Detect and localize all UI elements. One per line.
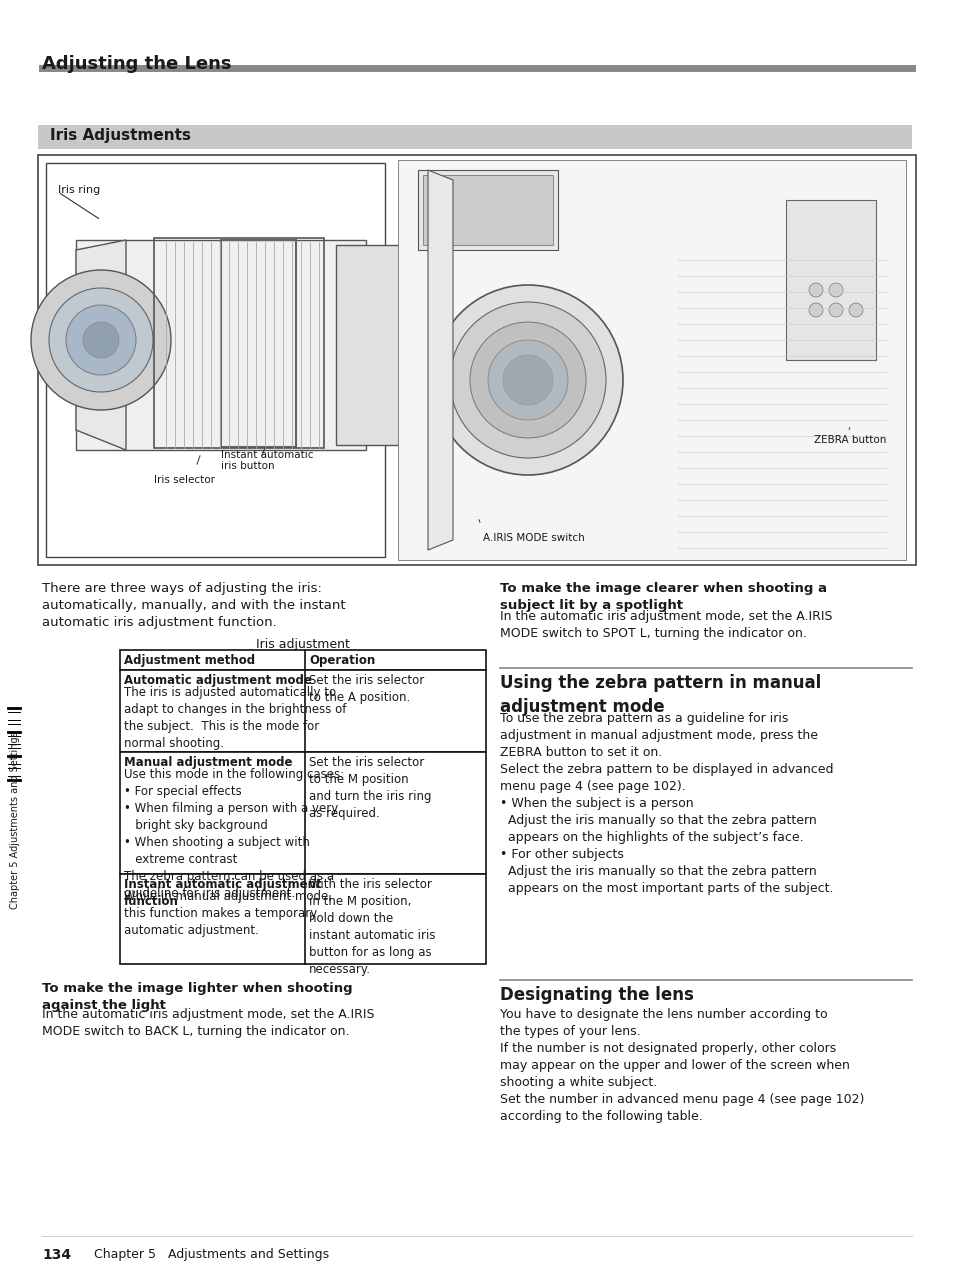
Text: Iris adjustment: Iris adjustment (255, 638, 350, 651)
Text: Using the zebra pattern in manual
adjustment mode: Using the zebra pattern in manual adjust… (499, 674, 821, 716)
Bar (38, 155, 915, 564)
Circle shape (433, 285, 622, 475)
Text: While in manual adjustment mode,
this function makes a temporary
automatic adjus: While in manual adjustment mode, this fu… (124, 891, 332, 936)
Circle shape (470, 322, 585, 438)
Text: With the iris selector
in the M position,
hold down the
instant automatic iris
b: With the iris selector in the M position… (309, 878, 435, 976)
Bar (422, 175, 553, 245)
Bar (417, 169, 558, 250)
Text: Automatic adjustment mode: Automatic adjustment mode (124, 674, 312, 687)
Text: iris button: iris button (221, 461, 274, 471)
Text: To make the image clearer when shooting a
subject lit by a spotlight: To make the image clearer when shooting … (499, 582, 826, 612)
Polygon shape (76, 240, 126, 450)
Text: To make the image lighter when shooting
against the light: To make the image lighter when shooting … (42, 982, 353, 1012)
Circle shape (808, 283, 822, 297)
Bar (120, 874, 485, 964)
Text: Set the iris selector
to the A position.: Set the iris selector to the A position. (309, 674, 424, 705)
Text: A.IRIS MODE switch: A.IRIS MODE switch (482, 533, 584, 543)
Bar (120, 752, 485, 874)
Circle shape (83, 322, 119, 358)
Text: In the automatic iris adjustment mode, set the A.IRIS
MODE switch to BACK L, tur: In the automatic iris adjustment mode, s… (42, 1008, 375, 1038)
Text: In the automatic iris adjustment mode, set the A.IRIS
MODE switch to SPOT L, tur: In the automatic iris adjustment mode, s… (499, 610, 832, 640)
Bar (76, 240, 366, 450)
Circle shape (828, 303, 842, 317)
Polygon shape (428, 169, 453, 550)
Circle shape (488, 340, 567, 420)
Text: To use the zebra pattern as a guideline for iris
adjustment in manual adjustment: To use the zebra pattern as a guideline … (499, 712, 833, 896)
Circle shape (30, 270, 171, 410)
Text: There are three ways of adjusting the iris:
automatically, manually, and with th: There are three ways of adjusting the ir… (42, 582, 345, 629)
Bar (785, 200, 875, 361)
Bar (221, 240, 295, 447)
Circle shape (848, 303, 862, 317)
Bar (38, 125, 911, 149)
Text: Iris selector: Iris selector (153, 475, 214, 485)
Text: 134: 134 (42, 1249, 71, 1263)
Text: Instant automatic adjustment
function: Instant automatic adjustment function (124, 878, 321, 908)
Text: Adjusting the Lens: Adjusting the Lens (42, 55, 232, 73)
Text: Instant automatic: Instant automatic (221, 450, 314, 460)
Text: ZEBRA button: ZEBRA button (813, 434, 885, 445)
Circle shape (828, 283, 842, 297)
Bar (120, 670, 485, 752)
Circle shape (808, 303, 822, 317)
Text: Manual adjustment mode: Manual adjustment mode (124, 755, 293, 769)
Bar (397, 161, 905, 561)
Text: Iris ring: Iris ring (58, 185, 100, 195)
Circle shape (502, 355, 553, 405)
Circle shape (66, 304, 136, 375)
Bar (153, 238, 324, 448)
Text: Iris Adjustments: Iris Adjustments (50, 127, 191, 143)
Text: Use this mode in the following cases:
• For special effects
• When filming a per: Use this mode in the following cases: • … (124, 768, 344, 899)
Text: Set the iris selector
to the M position
and turn the iris ring
as required.: Set the iris selector to the M position … (309, 755, 431, 820)
Text: Operation: Operation (309, 654, 375, 668)
Text: Chapter 5 Adjustments and Settings: Chapter 5 Adjustments and Settings (10, 731, 20, 908)
Text: Designating the lens: Designating the lens (499, 986, 693, 1004)
Text: Chapter 5   Adjustments and Settings: Chapter 5 Adjustments and Settings (94, 1249, 329, 1261)
Circle shape (49, 288, 152, 392)
Bar (335, 245, 406, 445)
Bar (120, 650, 485, 670)
Bar (46, 163, 385, 557)
Text: Adjustment method: Adjustment method (124, 654, 254, 668)
Text: The iris is adjusted automatically to
adapt to changes in the brightness of
the : The iris is adjusted automatically to ad… (124, 685, 346, 750)
Text: You have to designate the lens number according to
the types of your lens.
If th: You have to designate the lens number ac… (499, 1008, 863, 1122)
Circle shape (450, 302, 605, 457)
